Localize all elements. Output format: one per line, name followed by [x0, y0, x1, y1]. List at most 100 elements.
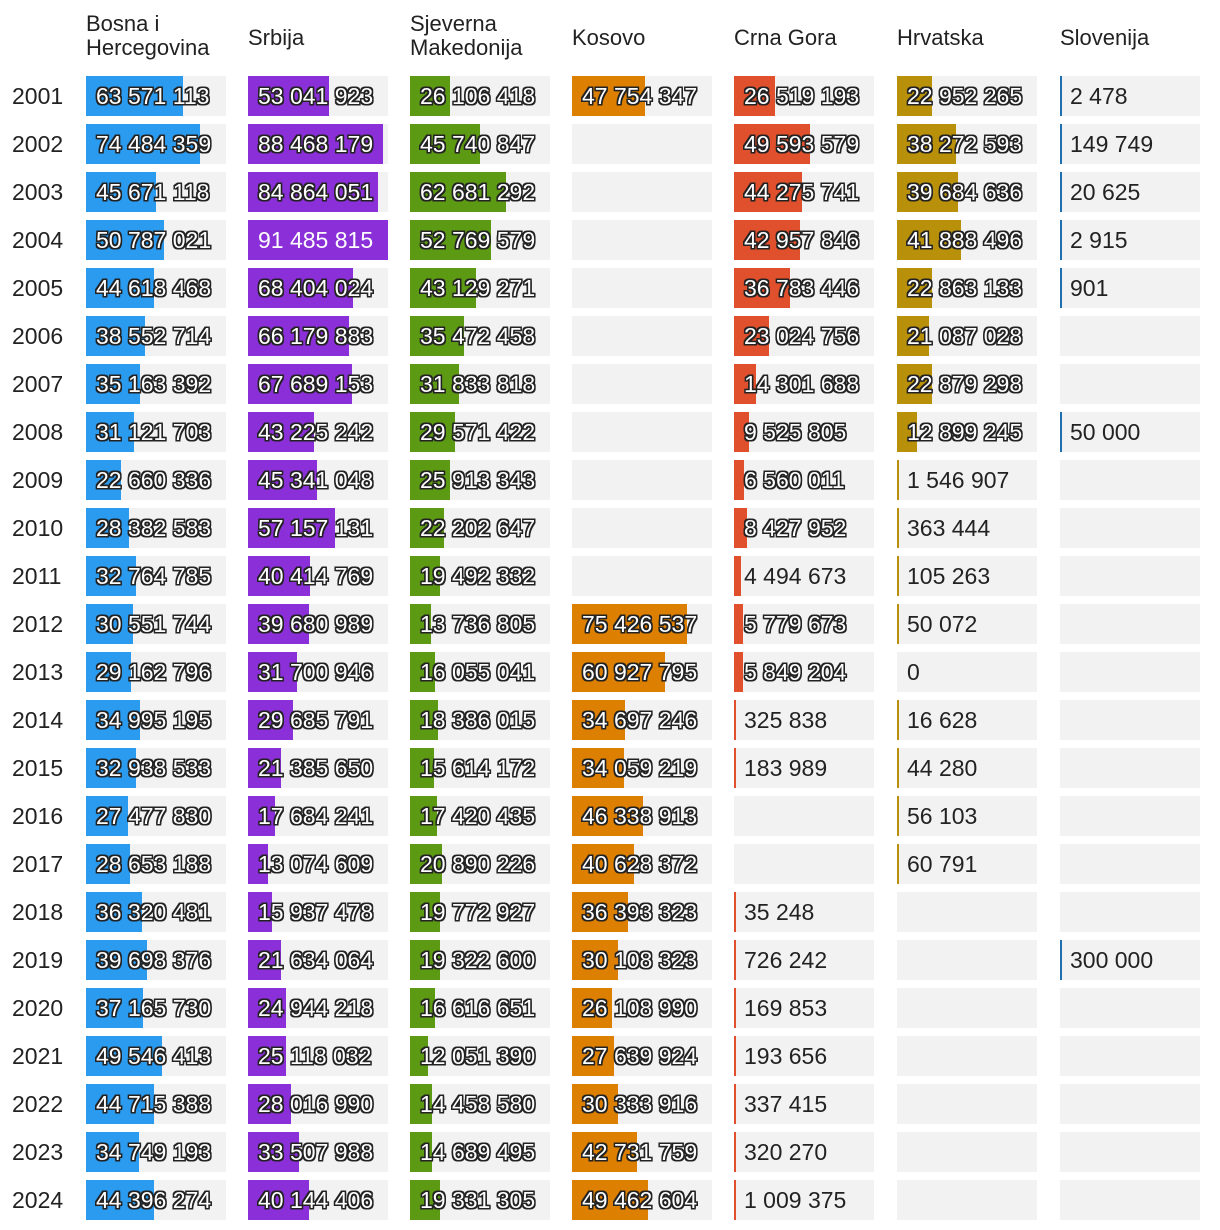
table-cell: 75 426 537: [572, 604, 712, 644]
table-cell: 50 787 021: [86, 220, 226, 260]
value-label: 36 320 481: [96, 899, 212, 925]
value-bar: [734, 1180, 736, 1220]
value-bar: [1060, 124, 1062, 164]
table-cell: [1060, 460, 1200, 500]
value-bar: [248, 844, 268, 884]
table-cell: 12 051 390: [410, 1036, 550, 1076]
value-bar: [248, 364, 352, 404]
table-cell: [1060, 364, 1200, 404]
value-label: 45 740 847: [420, 131, 536, 157]
value-label: 44 396 274: [96, 1187, 212, 1213]
table-cell: [572, 556, 712, 596]
table-cell: 36 393 323: [572, 892, 712, 932]
value-bar: [734, 172, 802, 212]
table-cell: [897, 940, 1037, 980]
value-label: 35 472 458: [420, 323, 536, 349]
table-cell: 22 660 336: [86, 460, 226, 500]
value-label: 46 338 913: [582, 803, 698, 829]
value-bar: [248, 508, 336, 548]
value-label: 21 087 028: [907, 323, 1023, 349]
value-label: 26 108 990: [582, 995, 698, 1021]
table-cell: [1060, 604, 1200, 644]
year-label: 2023: [12, 1139, 64, 1165]
value-label: 29 685 791: [258, 707, 374, 733]
year-label: 2004: [12, 227, 64, 253]
table-cell: 29 162 796: [86, 652, 226, 692]
table-cell: 20 890 226: [410, 844, 550, 884]
value-label: 20 890 226: [420, 851, 536, 877]
table-cell: [734, 796, 874, 836]
table-cell: 901: [1060, 268, 1200, 308]
value-label: 34 059 219: [582, 755, 698, 781]
year-label: 2013: [12, 659, 64, 685]
value-label: 49 593 579: [744, 131, 860, 157]
value-label: 363 444: [907, 515, 991, 541]
table-cell: 52 769 579: [410, 220, 550, 260]
value-label: 320 270: [744, 1139, 828, 1165]
table-cell: 35 248: [734, 892, 874, 932]
value-bar: [572, 1036, 615, 1076]
table-cell: 35 472 458: [410, 316, 550, 356]
value-bar: [572, 940, 619, 980]
value-bar: [248, 700, 294, 740]
table-cell: 325 838: [734, 700, 874, 740]
value-bar: [734, 412, 749, 452]
value-bar: [86, 220, 164, 260]
table-cell: 15 614 172: [410, 748, 550, 788]
table-cell: [1060, 1132, 1200, 1172]
table-cell: 31 700 946: [248, 652, 388, 692]
table-cell: 44 280: [897, 748, 1037, 788]
value-label: 17 420 435: [420, 803, 536, 829]
column-header-hrvatska: Hrvatska: [897, 26, 984, 50]
value-label: 21 385 650: [258, 755, 374, 781]
value-label: 31 833 818: [420, 371, 536, 397]
value-label: 12 899 245: [907, 419, 1023, 445]
value-label: 14 458 580: [420, 1091, 536, 1117]
value-bar: [734, 892, 736, 932]
table-cell: 19 331 305: [410, 1180, 550, 1220]
value-label: 50 000: [1070, 419, 1141, 445]
value-bar: [86, 508, 130, 548]
value-bar: [248, 460, 318, 500]
table-cell: 149 749: [1060, 124, 1200, 164]
value-label: 6 560 011: [744, 467, 845, 493]
value-bar: [86, 1132, 140, 1172]
table-cell: 44 618 468: [86, 268, 226, 308]
value-bar: [248, 940, 282, 980]
table-cell: 13 736 805: [410, 604, 550, 644]
table-cell: [897, 1132, 1037, 1172]
year-label: 2003: [12, 179, 64, 205]
value-bar: [572, 1084, 619, 1124]
value-bar: [897, 700, 899, 740]
value-bar: [572, 844, 635, 884]
value-label: 35 163 392: [96, 371, 212, 397]
value-bar: [86, 796, 129, 836]
table-cell: 34 995 195: [86, 700, 226, 740]
table-cell: 50 072: [897, 604, 1037, 644]
column-header-line: Crna Gora: [734, 25, 837, 50]
value-label: 35 248: [744, 899, 815, 925]
table-cell: 56 103: [897, 796, 1037, 836]
value-bar: [410, 988, 436, 1028]
table-cell: 30 551 744: [86, 604, 226, 644]
table-cell: 21 385 650: [248, 748, 388, 788]
value-label: 4 494 673: [744, 563, 847, 589]
value-bar: [734, 604, 743, 644]
column-header-line: Bosna i: [86, 11, 160, 36]
table-cell: [1060, 988, 1200, 1028]
value-label: 901: [1070, 275, 1109, 301]
table-cell: 32 764 785: [86, 556, 226, 596]
value-label: 63 571 113: [96, 83, 210, 109]
value-bar: [734, 124, 810, 164]
value-bar: [734, 652, 743, 692]
value-bar: [410, 1084, 433, 1124]
value-bar: [410, 316, 465, 356]
value-bar: [1060, 220, 1062, 260]
column-header-line: Kosovo: [572, 25, 646, 50]
table-cell: 38 272 593: [897, 124, 1037, 164]
table-cell: 34 697 246: [572, 700, 712, 740]
table-cell: [897, 1036, 1037, 1076]
table-cell: 0: [897, 652, 1037, 692]
table-cell: 22 202 647: [410, 508, 550, 548]
